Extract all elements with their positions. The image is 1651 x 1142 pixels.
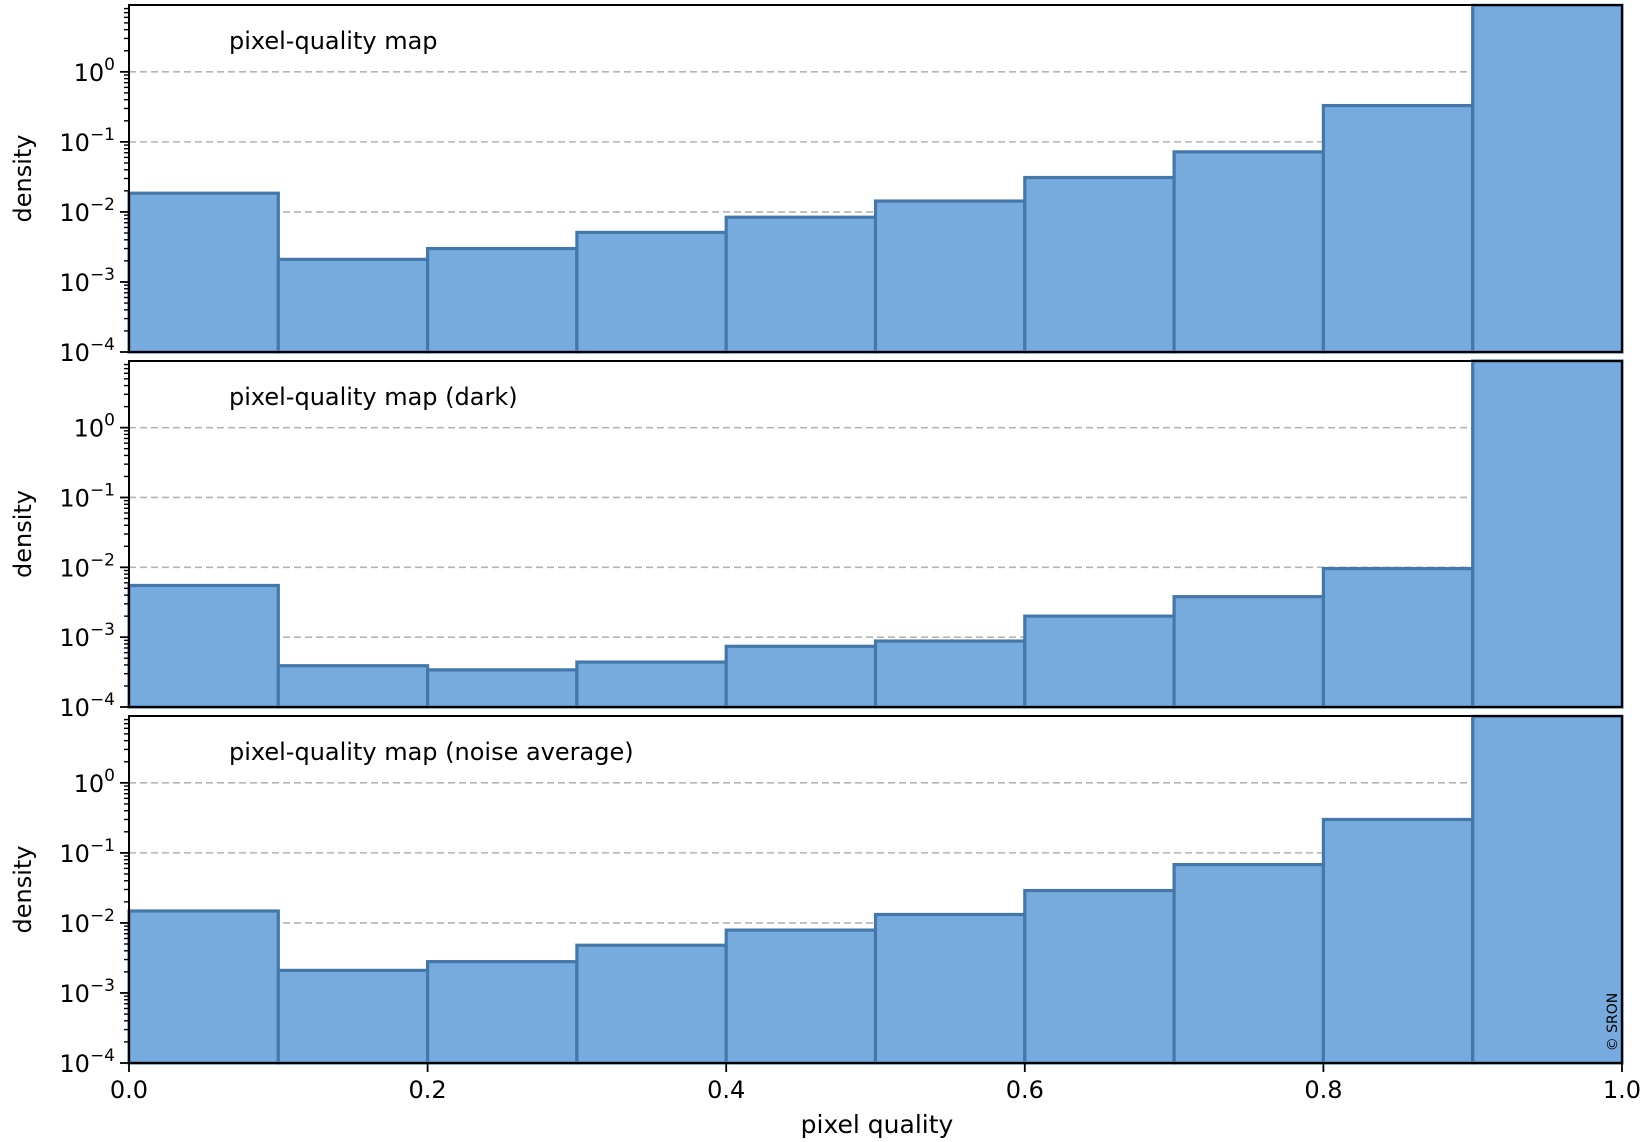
x-axis-label: pixel quality — [801, 1110, 954, 1139]
y-tick-label: 10−2 — [59, 906, 115, 938]
x-tick-label: 0.4 — [707, 1076, 745, 1104]
y-axis-label: density — [9, 490, 37, 578]
histogram-bar — [575, 230, 728, 354]
panel-title: pixel-quality map — [229, 27, 438, 55]
histogram-bar — [724, 215, 878, 354]
y-tick-label: 10−3 — [59, 265, 115, 297]
y-tick-label: 10−2 — [59, 550, 115, 582]
y-tick-label: 10−1 — [59, 125, 115, 157]
y-tick-label: 10−1 — [59, 836, 115, 868]
histogram-bar — [127, 583, 280, 709]
y-tick-label: 100 — [74, 411, 115, 443]
histogram-bar — [1471, 359, 1624, 709]
histogram-bar — [873, 199, 1027, 354]
histogram-bar — [426, 668, 579, 709]
histogram-bar — [724, 644, 878, 709]
panel-1: 10−4 10−3 10−2 10−1 100 pixel-quality map dens… — [9, 3, 1624, 367]
x-tick-label: 0.8 — [1304, 1076, 1342, 1104]
histogram-bar — [1172, 150, 1325, 354]
histogram-bar — [873, 639, 1027, 709]
histogram-bar — [426, 246, 579, 354]
panel-2: 10−4 10−3 10−2 10−1 100 pixel-quality map (da… — [9, 359, 1624, 722]
y-tick-label: 10−1 — [59, 480, 115, 512]
histogram-bar — [276, 968, 430, 1065]
y-tick-label: 10−4 — [59, 1046, 115, 1078]
histogram-bar — [1321, 817, 1475, 1065]
x-tick-label: 0.2 — [409, 1076, 447, 1104]
histogram-bar — [276, 664, 430, 709]
y-axis-label: density — [9, 846, 37, 934]
y-tick-label: 100 — [74, 55, 115, 87]
y-tick-label: 10−3 — [59, 620, 115, 652]
panel-title: pixel-quality map (noise average) — [229, 738, 634, 766]
histogram-bar — [1471, 714, 1624, 1065]
histogram-bar — [127, 909, 280, 1065]
x-tick-label: 1.0 — [1603, 1076, 1641, 1104]
histogram-bar — [1172, 863, 1325, 1065]
histogram-bar — [575, 660, 728, 709]
histogram-bar — [1023, 614, 1176, 709]
x-axis: 0.0 0.2 0.4 0.6 0.8 1.0 — [110, 1063, 1641, 1104]
y-tick-label: 10−4 — [59, 335, 115, 367]
histogram-bar — [724, 928, 878, 1065]
histogram-bar — [1023, 888, 1176, 1065]
y-axis-label: density — [9, 135, 37, 223]
histogram-bar — [1321, 566, 1475, 709]
y-tick-label: 10−3 — [59, 976, 115, 1008]
histogram-bar — [575, 943, 728, 1065]
panels: 10−4 10−3 10−2 10−1 100 pixel-quality map dens… — [9, 3, 1624, 1078]
x-tick-label: 0.0 — [110, 1076, 148, 1104]
y-tick-label: 10−2 — [59, 195, 115, 227]
histogram-bar — [1172, 595, 1325, 709]
histogram-bar — [873, 912, 1027, 1065]
y-tick-label: 10−4 — [59, 690, 115, 722]
histogram-bar — [1471, 3, 1624, 354]
panel-title: pixel-quality map (dark) — [229, 383, 518, 411]
panel-3: 10−4 10−3 10−2 10−1 100 pixel-quality map (no… — [9, 714, 1624, 1078]
histogram-bar — [276, 257, 430, 354]
histogram-bar — [127, 191, 280, 354]
histogram-bar — [1321, 103, 1475, 354]
x-tick-label: 0.6 — [1006, 1076, 1044, 1104]
histogram-bar — [1023, 175, 1176, 354]
histogram-bar — [426, 960, 579, 1065]
watermark-sron: © SRON — [1605, 993, 1621, 1052]
y-tick-label: 100 — [74, 766, 115, 798]
